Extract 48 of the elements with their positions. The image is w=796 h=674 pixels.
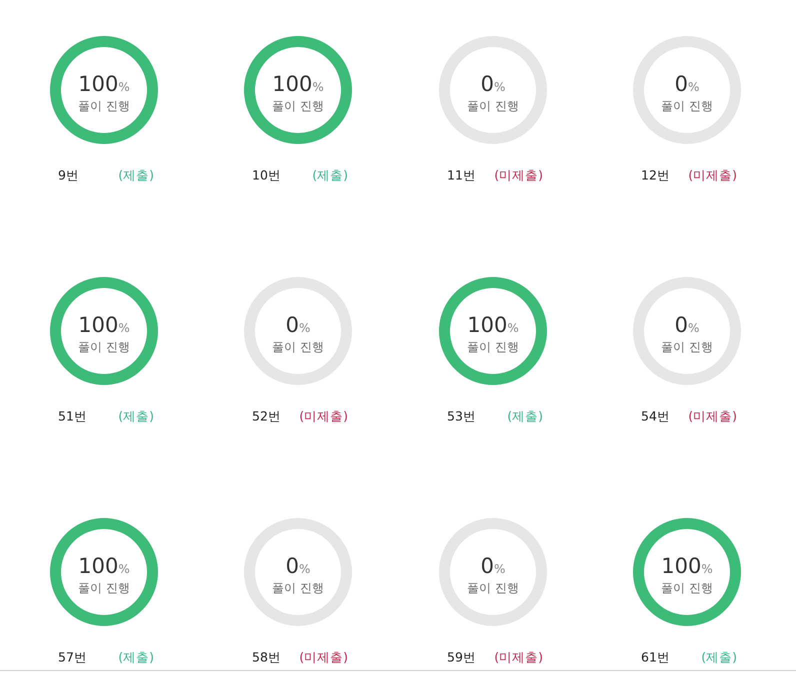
- text: 61번: [640, 650, 670, 664]
- text: (미제출): [688, 408, 737, 424]
- text: 9번: [58, 168, 79, 182]
- text: 10번: [252, 168, 282, 182]
- text: 51번: [58, 408, 87, 424]
- text: 52번: [252, 408, 282, 424]
- text: 53번: [446, 408, 476, 424]
- data-label: 0%: [674, 313, 700, 337]
- text: 풀이 진행: [466, 581, 519, 595]
- text: 풀이 진행: [660, 99, 713, 113]
- text: (미제출): [300, 408, 348, 424]
- data-label: 0%: [674, 72, 700, 96]
- text: 풀이 진행: [466, 340, 519, 354]
- text: 풀이 진행: [660, 581, 713, 595]
- data-label: 100%: [78, 313, 130, 337]
- data-label: 100%: [78, 72, 130, 96]
- data-label: 100%: [661, 554, 713, 578]
- text: (제출): [118, 408, 154, 424]
- data-label: 0%: [480, 72, 505, 96]
- text: (제출): [701, 650, 737, 664]
- text: (제출): [506, 408, 543, 424]
- text: 58번: [252, 650, 282, 664]
- text: (미제출): [494, 650, 543, 664]
- data-label: 0%: [480, 554, 505, 578]
- text: 풀이 진행: [272, 581, 324, 595]
- text: 풀이 진행: [272, 340, 324, 354]
- text: (미제출): [688, 168, 737, 182]
- text: 59번: [446, 650, 476, 664]
- text: (미제출): [300, 650, 348, 664]
- data-label: 100%: [272, 72, 324, 96]
- data-label: 100%: [78, 554, 130, 578]
- text: 풀이 진행: [660, 340, 713, 354]
- text: (제출): [118, 650, 154, 664]
- text: 풀이 진행: [78, 99, 130, 113]
- text: 12번: [640, 168, 670, 182]
- text: 57번: [58, 650, 87, 664]
- text: 풀이 진행: [78, 340, 130, 354]
- text: 풀이 진행: [466, 99, 519, 113]
- text: 풀이 진행: [78, 581, 130, 595]
- data-label: 0%: [286, 554, 311, 578]
- data-label: 0%: [286, 313, 311, 337]
- text: (미제출): [494, 168, 543, 182]
- text: (제출): [312, 168, 348, 182]
- data-label: 100%: [466, 313, 518, 337]
- text: (제출): [118, 168, 154, 182]
- text: 54번: [640, 408, 670, 424]
- text: 풀이 진행: [272, 99, 324, 113]
- text: 11번: [446, 168, 476, 182]
